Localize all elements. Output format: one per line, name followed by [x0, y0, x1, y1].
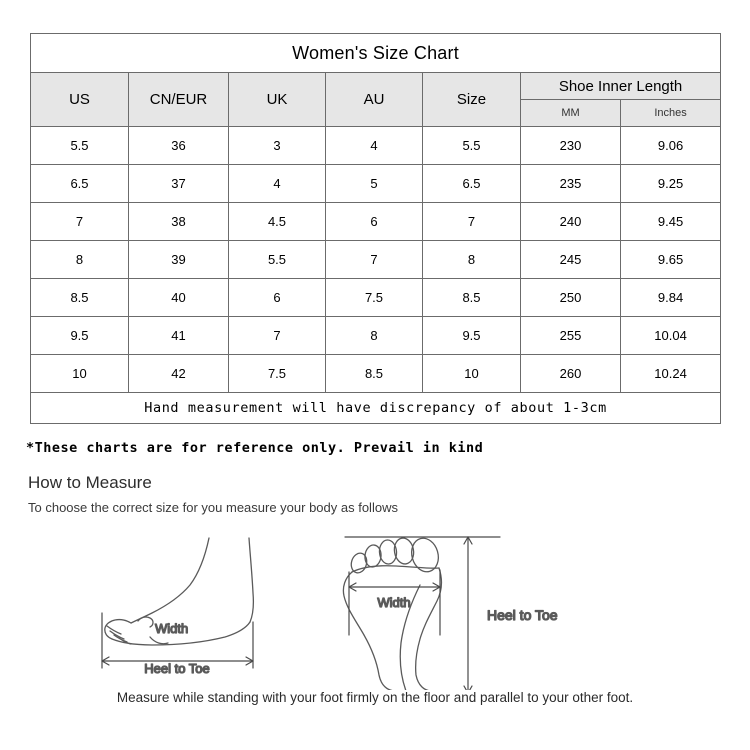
table-footer-row: Hand measurement will have discrepancy o…: [29, 392, 722, 424]
measure-instruction-caption: Measure while standing with your foot fi…: [116, 690, 634, 705]
cell-cn-eur: 37: [128, 164, 229, 203]
cell-cn-eur: 38: [128, 202, 229, 241]
cell-inches: 10.04: [619, 316, 722, 355]
cell-inches: 9.06: [619, 126, 722, 165]
side-view-foot-icon: [104, 537, 255, 646]
cell-inches: 9.84: [619, 278, 722, 317]
reference-only-note: *These charts are for reference only. Pr…: [26, 440, 484, 456]
cell-au: 5: [325, 164, 423, 203]
cell-uk: 7.5: [228, 354, 326, 393]
side-view-heel-to-toe-dimension: [101, 612, 254, 669]
top-view-heel-to-toe-dimension: [344, 536, 501, 690]
cell-size: 7: [422, 202, 521, 241]
column-header-au: AU: [325, 72, 423, 127]
toe-second: [393, 537, 415, 565]
cell-mm: 245: [520, 240, 621, 279]
table-header-row: US CN/EUR UK AU Size Shoe Inner Length: [30, 72, 722, 127]
cell-inches: 9.65: [619, 240, 722, 279]
table-row: 8 39 5.5 7 8 245 9.65: [30, 240, 722, 279]
cell-cn-eur: 41: [128, 316, 229, 355]
page-title: Women's Size Chart: [29, 33, 722, 73]
column-header-cn-eur: CN/EUR: [128, 72, 229, 127]
top-view-width-label: Width: [377, 595, 410, 610]
column-header-uk: UK: [228, 72, 326, 127]
table-row: 5.5 36 3 4 5.5 230 9.06: [30, 126, 722, 165]
cell-uk: 4.5: [228, 202, 326, 241]
cell-mm: 250: [520, 278, 621, 317]
toe-third: [378, 539, 398, 565]
cell-us: 6.5: [30, 164, 129, 203]
cell-au: 4: [325, 126, 423, 165]
cell-au: 7.5: [325, 278, 423, 317]
cell-us: 8: [30, 240, 129, 279]
cell-size: 10: [422, 354, 521, 393]
cell-cn-eur: 42: [128, 354, 229, 393]
table-subheader-row: MM Inches: [31, 99, 722, 127]
cell-mm: 230: [520, 126, 621, 165]
how-to-measure-subtitle: To choose the correct size for you measu…: [28, 500, 398, 515]
cell-uk: 6: [228, 278, 326, 317]
column-header-shoe-inner-length: Shoe Inner Length: [519, 72, 722, 100]
table-row: 8.5 40 6 7.5 8.5 250 9.84: [30, 278, 722, 317]
cell-mm: 240: [520, 202, 621, 241]
cell-au: 7: [325, 240, 423, 279]
column-subheader-inches: Inches: [619, 99, 722, 127]
table-row: 9.5 41 7 8 9.5 255 10.04: [30, 316, 722, 355]
cell-inches: 9.25: [619, 164, 722, 203]
cell-size: 8: [422, 240, 521, 279]
cell-uk: 3: [228, 126, 326, 165]
size-chart-table-container: Women's Size Chart US CN/EUR UK AU Size …: [29, 33, 722, 424]
cell-us: 7: [30, 202, 129, 241]
cell-cn-eur: 39: [128, 240, 229, 279]
how-to-measure-title: How to Measure: [28, 473, 152, 492]
cell-us: 8.5: [30, 278, 129, 317]
cell-size: 8.5: [422, 278, 521, 317]
table-row: 6.5 37 4 5 6.5 235 9.25: [30, 164, 722, 203]
toe-little: [350, 552, 368, 574]
cell-size: 5.5: [422, 126, 521, 165]
table-row: 7 38 4.5 6 7 240 9.45: [30, 202, 722, 241]
cell-inches: 10.24: [619, 354, 722, 393]
top-view-foot-icon: [342, 537, 443, 690]
foot-diagrams-svg: Width Heel to Toe: [101, 536, 558, 690]
column-header-us: US: [30, 72, 129, 127]
cell-mm: 255: [520, 316, 621, 355]
side-view-width-label: Width: [155, 621, 188, 636]
cell-cn-eur: 36: [128, 126, 229, 165]
cell-mm: 260: [520, 354, 621, 393]
cell-mm: 235: [520, 164, 621, 203]
table-row: 10 42 7.5 8.5 10 260 10.24: [30, 354, 722, 393]
cell-au: 6: [325, 202, 423, 241]
column-header-size: Size: [422, 72, 521, 127]
top-view-heel-to-toe-label: Heel to Toe: [487, 607, 558, 623]
cell-us: 9.5: [30, 316, 129, 355]
cell-au: 8: [325, 316, 423, 355]
cell-size: 9.5: [422, 316, 521, 355]
cell-us: 10: [30, 354, 129, 393]
cell-uk: 7: [228, 316, 326, 355]
cell-us: 5.5: [30, 126, 129, 165]
side-view-heel-to-toe-label: Heel to Toe: [144, 661, 210, 676]
hand-measurement-note: Hand measurement will have discrepancy o…: [29, 392, 722, 424]
cell-cn-eur: 40: [128, 278, 229, 317]
cell-inches: 9.45: [619, 202, 722, 241]
column-subheader-mm: MM: [520, 99, 621, 127]
cell-uk: 4: [228, 164, 326, 203]
cell-size: 6.5: [422, 164, 521, 203]
cell-uk: 5.5: [228, 240, 326, 279]
size-chart-table: Women's Size Chart US CN/EUR UK AU Size …: [29, 33, 722, 424]
measurement-diagrams: Width Heel to Toe: [0, 525, 750, 690]
cell-au: 8.5: [325, 354, 423, 393]
table-title-row: Women's Size Chart: [29, 33, 722, 73]
top-view-width-dimension: [348, 569, 441, 636]
